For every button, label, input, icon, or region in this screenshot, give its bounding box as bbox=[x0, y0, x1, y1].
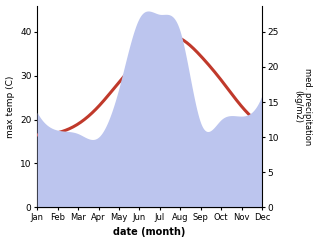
X-axis label: date (month): date (month) bbox=[114, 227, 186, 237]
Y-axis label: max temp (C): max temp (C) bbox=[5, 75, 15, 138]
Y-axis label: med. precipitation
(kg/m2): med. precipitation (kg/m2) bbox=[293, 68, 313, 145]
